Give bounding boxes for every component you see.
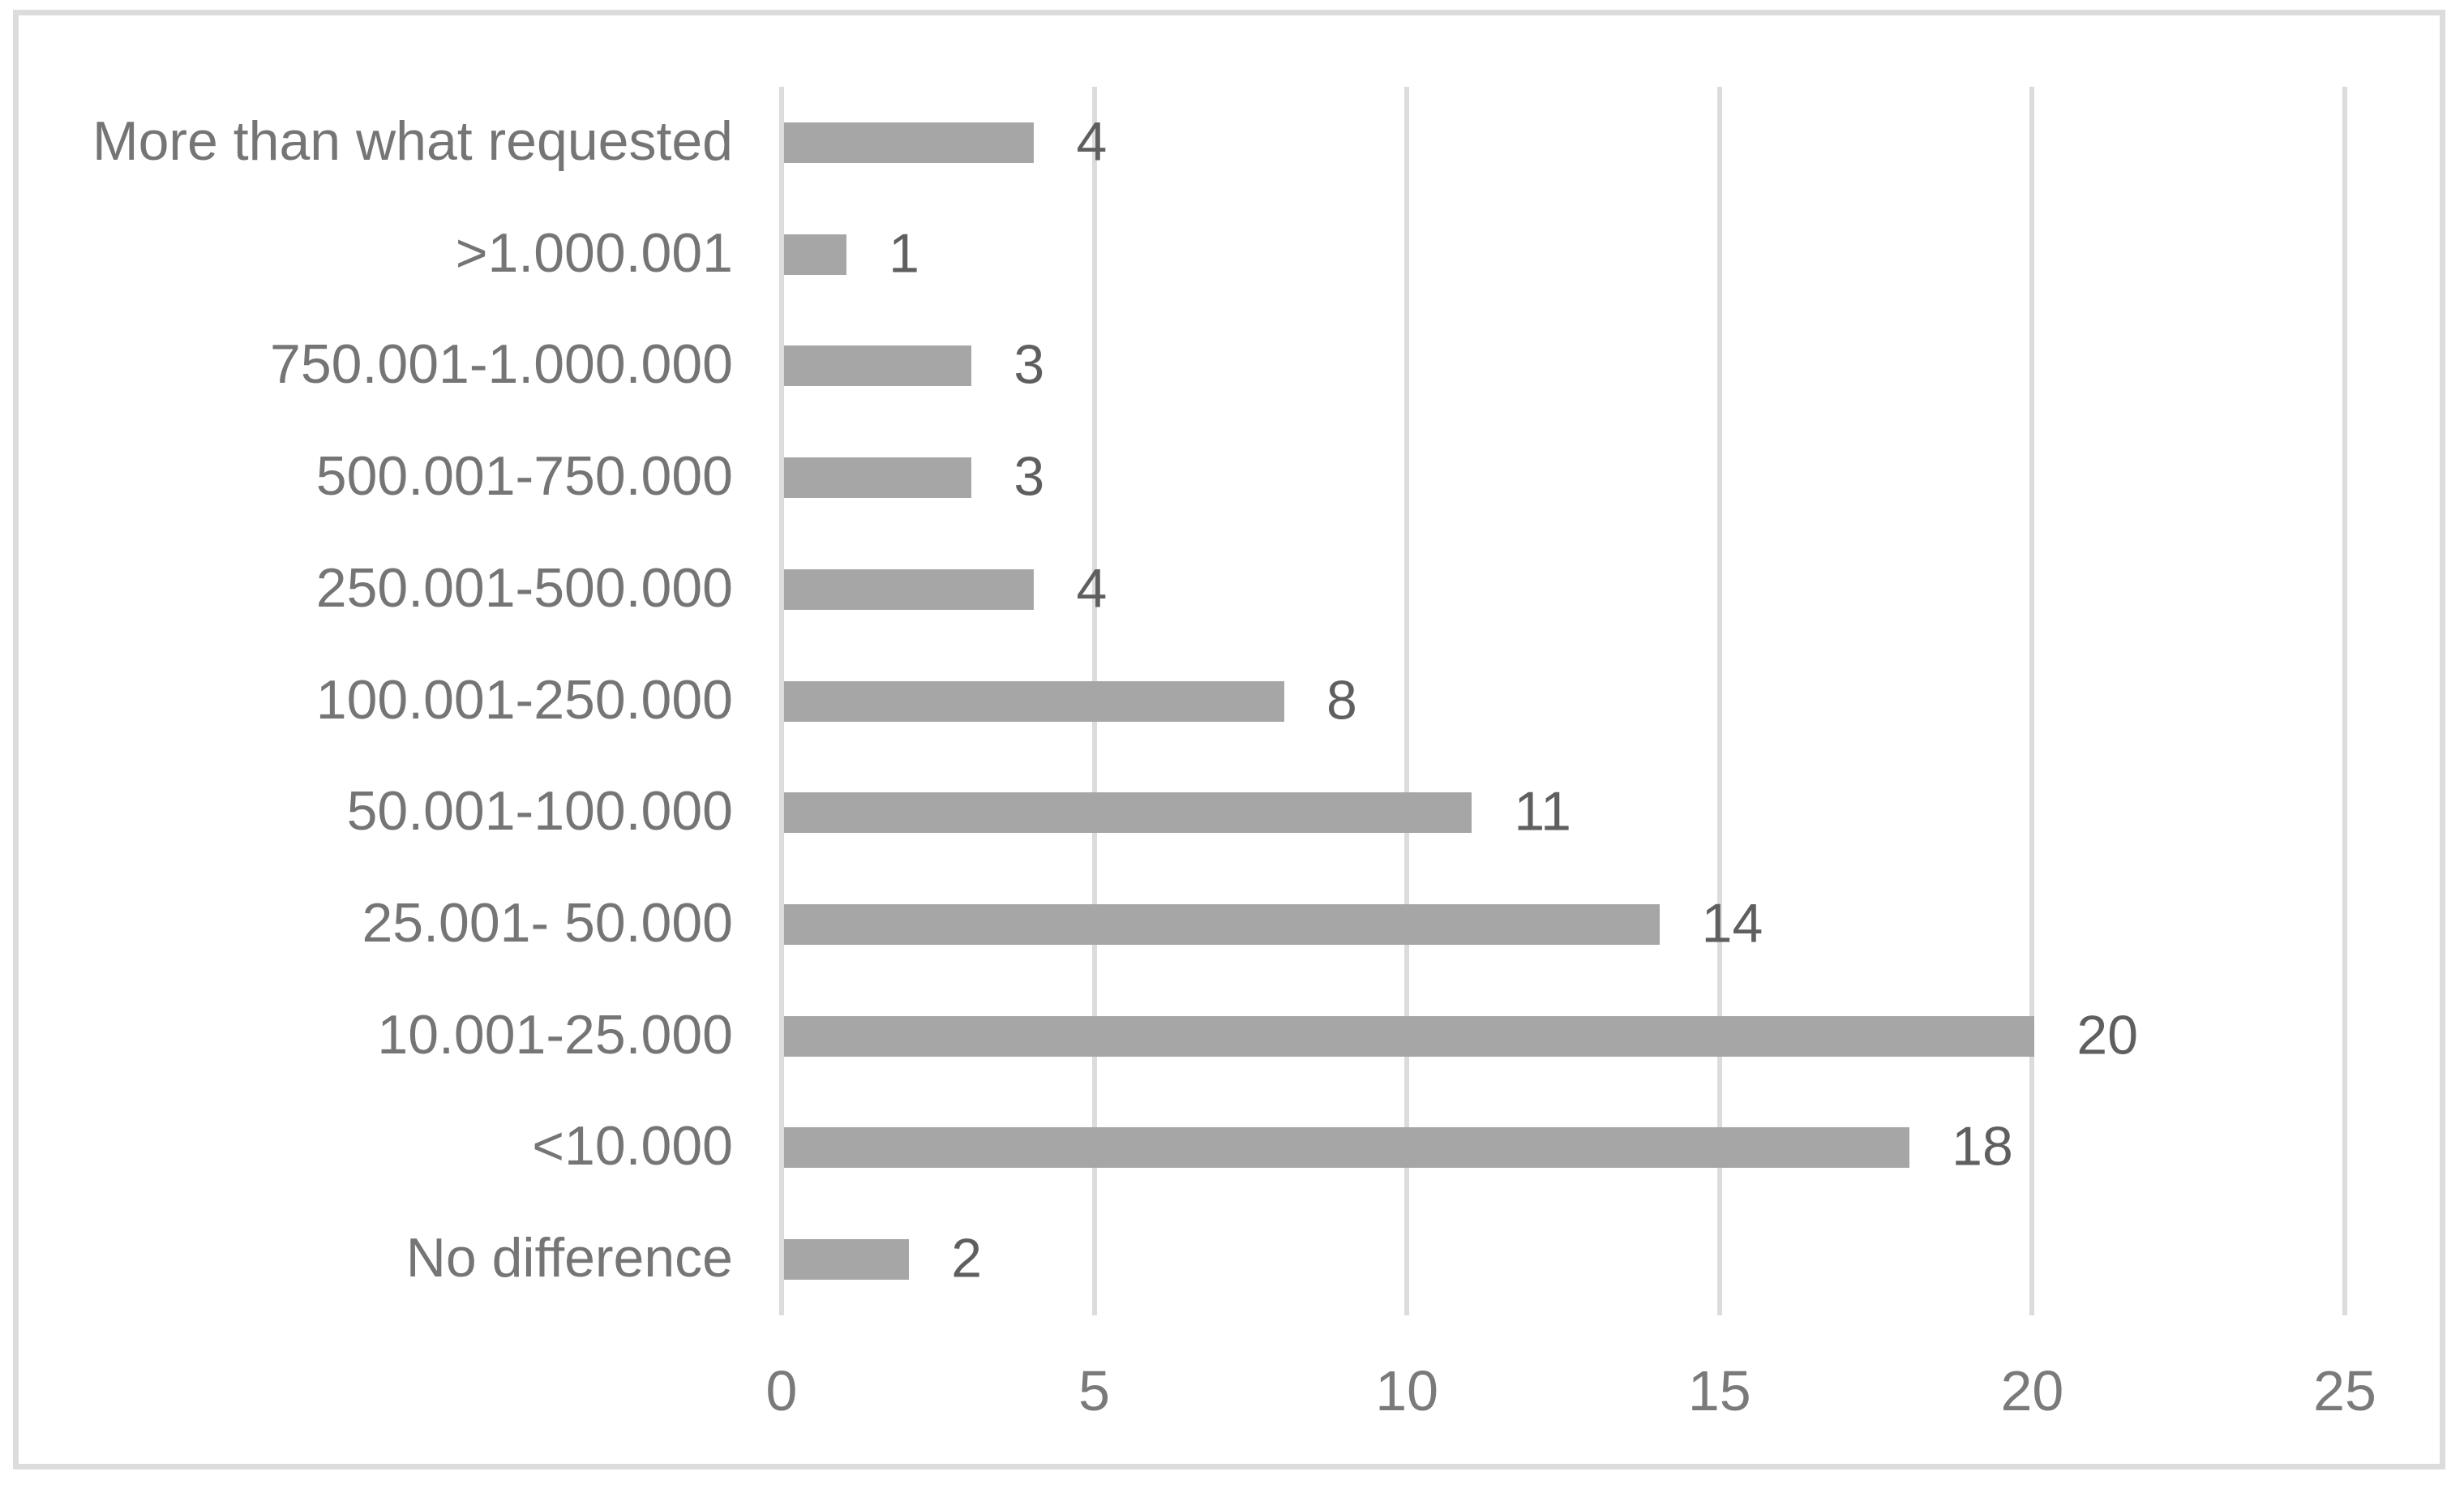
value-label: 4 — [1076, 110, 1108, 173]
value-label: 11 — [1514, 780, 1571, 843]
bar — [784, 904, 1660, 945]
category-label: 25.001- 50.000 — [362, 892, 733, 955]
category-label: 10.001-25.000 — [377, 1003, 733, 1066]
x-tick-label: 15 — [1687, 1359, 1751, 1422]
chart-row: >1.000.001 1 — [0, 199, 2464, 311]
value-label: 14 — [1701, 892, 1763, 955]
x-tick-label: 0 — [765, 1359, 798, 1422]
bar — [784, 680, 1284, 722]
value-label: 20 — [2076, 1004, 2139, 1066]
bar — [784, 234, 847, 275]
value-label: 18 — [1952, 1116, 2013, 1178]
chart-row: No difference 2 — [0, 1203, 2464, 1315]
gridline-x-10 — [1404, 87, 1410, 1315]
category-label: 100.001-250.000 — [315, 668, 733, 731]
chart-border — [13, 10, 2445, 1469]
category-label: 750.001-1.000.000 — [270, 333, 733, 396]
bar — [784, 1239, 910, 1281]
chart-row: 750.001-1.000.000 3 — [0, 310, 2464, 422]
category-label: More than what requested — [92, 109, 733, 172]
chart-row: 100.001-250.000 8 — [0, 646, 2464, 757]
bar — [784, 1015, 2035, 1057]
bar — [784, 792, 1472, 834]
category-label: 500.001-750.000 — [315, 445, 733, 508]
bar — [784, 1127, 1910, 1169]
category-label: 250.001-500.000 — [315, 556, 733, 619]
bar-rows: More than what requested 4 >1.000.001 1 750.… — [0, 87, 2464, 1315]
gridline-x-0 — [779, 87, 784, 1315]
value-label: 4 — [1076, 557, 1108, 620]
value-label: 1 — [889, 222, 919, 285]
value-label: 3 — [1013, 333, 1045, 396]
category-label: No difference — [405, 1227, 733, 1289]
gridline-x-20 — [2029, 87, 2035, 1315]
x-tick-label: 25 — [2313, 1359, 2376, 1422]
chart-row: <10.000 18 — [0, 1092, 2464, 1204]
gridline-x-15 — [1716, 87, 1722, 1315]
chart-row: 250.001-500.000 4 — [0, 534, 2464, 646]
x-tick-label: 20 — [2000, 1359, 2064, 1422]
chart-row: 50.001-100.000 11 — [0, 757, 2464, 869]
bar — [784, 457, 972, 499]
chart-row: 10.001-25.000 20 — [0, 980, 2464, 1092]
x-tick-label: 5 — [1078, 1359, 1111, 1422]
chart-row: More than what requested 4 — [0, 87, 2464, 199]
category-label: <10.000 — [532, 1115, 733, 1178]
chart-row: 500.001-750.000 3 — [0, 422, 2464, 534]
value-label: 2 — [951, 1227, 983, 1289]
x-axis-tick-labels: 0 5 10 15 20 25 — [0, 1362, 2464, 1435]
category-label: 50.001-100.000 — [346, 780, 733, 843]
bar — [784, 345, 972, 387]
value-label: 8 — [1326, 669, 1357, 731]
bar — [784, 568, 1035, 610]
value-label: 3 — [1013, 445, 1045, 508]
bar — [784, 122, 1035, 163]
gridline-x-25 — [2342, 87, 2347, 1315]
x-tick-label: 10 — [1375, 1359, 1439, 1422]
category-label: >1.000.001 — [455, 221, 733, 284]
chart-row: 25.001- 50.000 14 — [0, 869, 2464, 980]
